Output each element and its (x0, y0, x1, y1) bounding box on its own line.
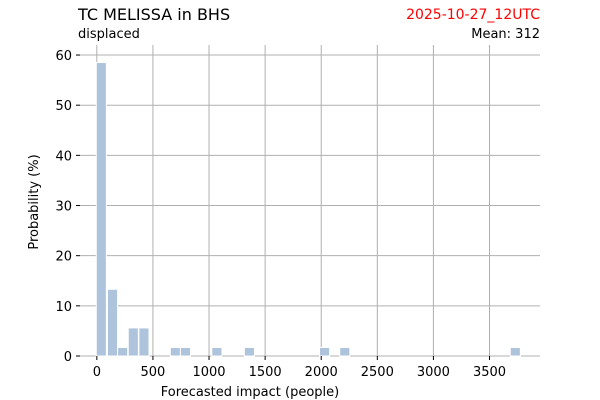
x-tick-label: 1000 (192, 365, 225, 380)
grid-lines (80, 45, 540, 357)
y-tick-label: 30 (55, 200, 72, 215)
histogram-bar (339, 346, 351, 357)
axis-ticks: 0 10 20 30 40 50 60 0 500 1000 1500 2000 2500 3000 350… (55, 49, 506, 380)
x-tick-label: 2000 (305, 365, 338, 380)
y-tick-label: 10 (55, 300, 72, 315)
histogram-bar (169, 346, 181, 357)
x-tick-label: 1500 (249, 365, 282, 380)
chart-subtitle: displaced (78, 27, 140, 42)
histogram-bar (211, 346, 223, 357)
forecast-timestamp: 2025-10-27_12UTC (406, 7, 540, 23)
y-axis-label: Probability (%) (27, 154, 42, 249)
histogram-bar (95, 62, 107, 357)
histogram-bar (319, 346, 331, 357)
y-tick-label: 60 (55, 49, 72, 64)
histogram-bar (117, 346, 129, 357)
x-tick-label: 0 (93, 365, 101, 380)
histogram-bar (509, 346, 521, 357)
histogram-bar (138, 327, 150, 357)
histogram-bar (106, 288, 119, 357)
histogram-bar (179, 346, 192, 357)
x-tick-label: 3500 (473, 365, 506, 380)
y-tick-label: 0 (64, 350, 72, 365)
chart-title: TC MELISSA in BHS (78, 5, 231, 24)
x-axis-label: Forecasted impact (people) (161, 385, 339, 400)
histogram-bars (95, 62, 521, 357)
x-tick-label: 500 (141, 365, 166, 380)
x-tick-label: 2500 (361, 365, 394, 380)
histogram-bar (127, 327, 139, 357)
y-tick-label: 40 (55, 149, 72, 164)
y-tick-label: 50 (55, 99, 72, 114)
x-tick-label: 3000 (417, 365, 450, 380)
histogram-bar (243, 346, 255, 357)
mean-value: Mean: 312 (471, 27, 540, 42)
y-tick-label: 20 (55, 250, 72, 265)
